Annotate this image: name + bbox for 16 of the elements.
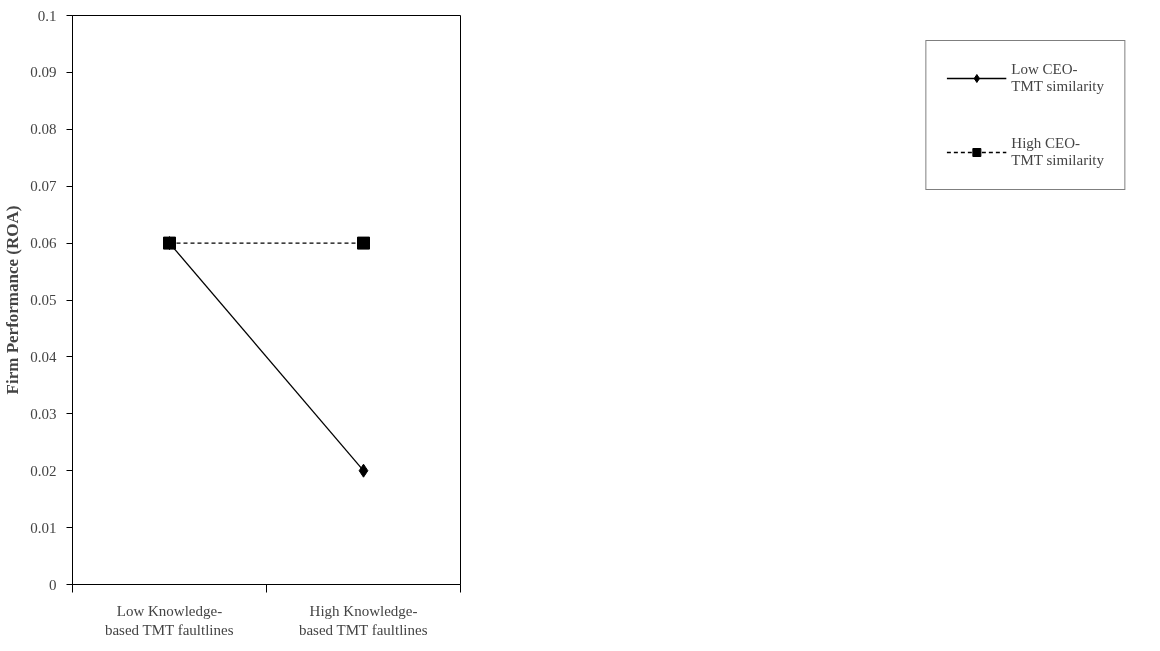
- y-tick-label: 0: [49, 576, 57, 593]
- y-tick-label: 0.06: [30, 235, 57, 252]
- y-tick-label: 0.09: [30, 64, 57, 81]
- legend-label: Low CEO- TMT similarity: [1011, 61, 1104, 95]
- y-tick-label: 0.03: [30, 405, 57, 422]
- y-tick-label: 0.01: [30, 519, 57, 536]
- y-tick-label: 0.02: [30, 462, 57, 479]
- x-tick-label: High Knowledge- based TMT faultlines: [298, 602, 428, 638]
- y-tick-label: 0.04: [30, 348, 57, 365]
- y-tick-label: 0.05: [30, 292, 57, 308]
- x-tick-label: Low Knowledge- based TMT faultlines: [104, 602, 234, 638]
- legend-label: High CEO- TMT similarity: [1011, 135, 1104, 169]
- y-tick-label: 0.08: [30, 121, 57, 138]
- y-tick-label: 0.1: [37, 7, 57, 24]
- y-tick-label: 0.07: [30, 178, 57, 195]
- y-axis-title: Firm Performance (ROA): [3, 205, 23, 395]
